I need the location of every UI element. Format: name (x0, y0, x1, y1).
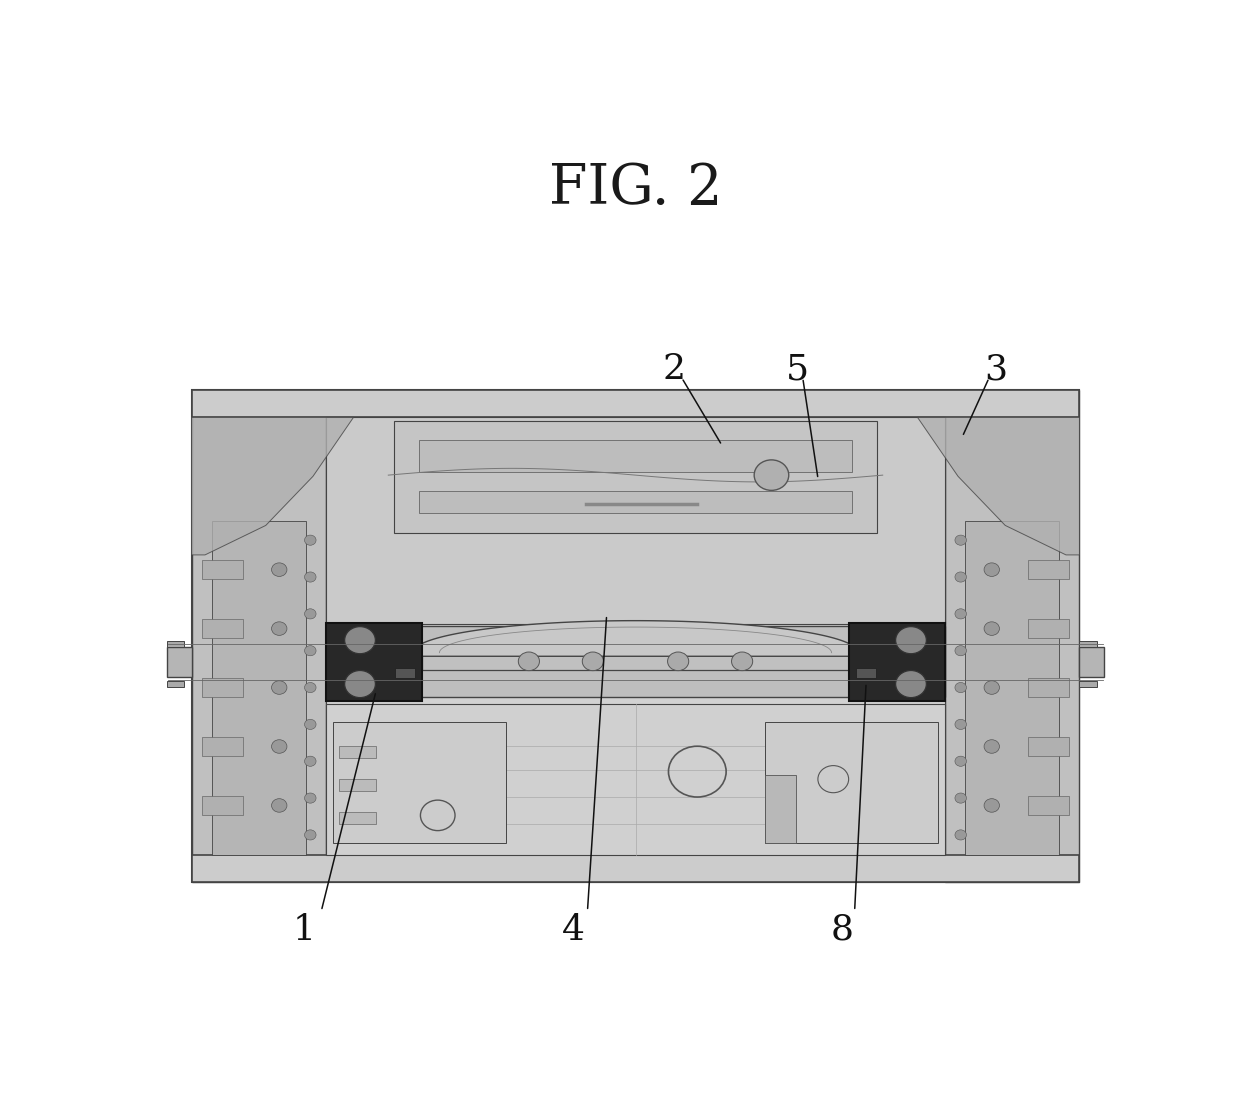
Circle shape (667, 652, 688, 671)
Text: 8: 8 (831, 913, 853, 947)
Bar (191, 390, 1080, 417)
Circle shape (732, 652, 753, 671)
Polygon shape (918, 417, 1080, 554)
Text: 5: 5 (785, 352, 808, 386)
Circle shape (985, 799, 999, 812)
Circle shape (955, 756, 966, 767)
Bar (166, 648, 191, 676)
Bar (191, 390, 1080, 881)
Bar (326, 704, 945, 855)
Circle shape (955, 829, 966, 840)
Bar (1080, 641, 1097, 648)
Bar (965, 520, 1059, 855)
Circle shape (345, 671, 376, 697)
Bar (339, 746, 376, 758)
Circle shape (985, 739, 999, 754)
Circle shape (955, 572, 966, 582)
Bar (765, 722, 939, 843)
Circle shape (518, 652, 539, 671)
Bar (332, 722, 506, 843)
Bar (1080, 648, 1105, 676)
Circle shape (583, 652, 604, 671)
Circle shape (955, 793, 966, 803)
Bar (326, 623, 423, 702)
Bar (202, 737, 243, 757)
Circle shape (305, 719, 316, 729)
Text: 3: 3 (985, 352, 1007, 386)
Circle shape (985, 681, 999, 694)
Bar (166, 681, 184, 686)
Circle shape (305, 535, 316, 546)
Circle shape (305, 829, 316, 840)
Circle shape (754, 460, 789, 491)
Bar (339, 812, 376, 824)
Circle shape (272, 681, 286, 694)
Bar (857, 669, 875, 678)
Bar (394, 421, 877, 532)
Bar (326, 417, 945, 624)
Text: 1: 1 (293, 913, 315, 947)
Bar (396, 669, 414, 678)
Bar (191, 855, 1080, 881)
Circle shape (955, 646, 966, 656)
Bar (945, 390, 1080, 881)
Bar (419, 440, 852, 472)
Bar (202, 560, 243, 580)
Circle shape (272, 799, 286, 812)
Text: 2: 2 (662, 352, 686, 386)
Circle shape (895, 671, 926, 697)
Bar (1028, 678, 1069, 697)
Polygon shape (386, 620, 885, 657)
Circle shape (985, 621, 999, 636)
Bar (202, 678, 243, 697)
Bar (339, 779, 376, 791)
Bar (419, 491, 852, 513)
Circle shape (305, 608, 316, 619)
Text: 4: 4 (562, 913, 584, 947)
Circle shape (272, 739, 286, 754)
Circle shape (305, 682, 316, 693)
Circle shape (955, 719, 966, 729)
Polygon shape (191, 417, 353, 554)
Circle shape (305, 793, 316, 803)
Bar (326, 626, 945, 697)
Bar (202, 795, 243, 815)
Bar (1028, 619, 1069, 638)
Circle shape (305, 646, 316, 656)
Circle shape (272, 563, 286, 576)
Circle shape (985, 563, 999, 576)
Bar (1028, 795, 1069, 815)
Bar (326, 390, 945, 881)
Circle shape (955, 535, 966, 546)
Bar (1028, 737, 1069, 757)
Bar (1080, 681, 1097, 686)
Bar (191, 390, 326, 881)
Circle shape (955, 608, 966, 619)
Circle shape (305, 756, 316, 767)
Text: FIG. 2: FIG. 2 (549, 162, 722, 217)
Bar (423, 652, 848, 670)
Circle shape (305, 572, 316, 582)
Circle shape (272, 621, 286, 636)
Bar (1028, 560, 1069, 580)
Bar (166, 641, 184, 648)
Bar (212, 520, 306, 855)
Bar (765, 774, 796, 843)
Circle shape (895, 627, 926, 653)
Bar (202, 619, 243, 638)
Circle shape (955, 682, 966, 693)
Circle shape (345, 627, 376, 653)
Bar (848, 623, 945, 702)
